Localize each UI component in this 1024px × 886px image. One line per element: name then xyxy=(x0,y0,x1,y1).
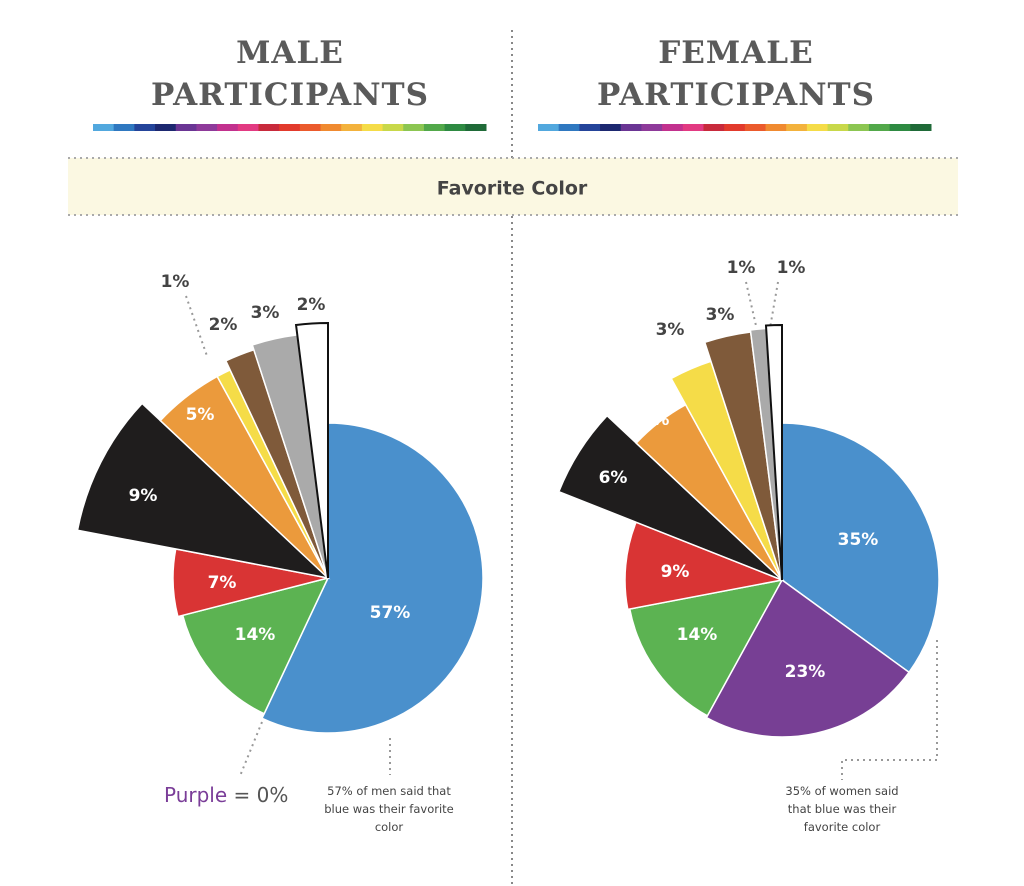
color-strip xyxy=(641,124,663,131)
leader-lines xyxy=(185,281,938,780)
pie-slice xyxy=(294,321,329,579)
pie-slice xyxy=(181,576,330,715)
color-strip xyxy=(889,124,911,131)
color-strip xyxy=(279,124,301,131)
color-strip xyxy=(806,124,829,131)
data-label: 1% xyxy=(727,258,756,278)
data-label: 9% xyxy=(661,562,690,582)
color-strip xyxy=(465,124,487,131)
color-strip xyxy=(237,124,259,131)
color-strip xyxy=(382,124,404,131)
color-strip xyxy=(113,124,135,131)
pie-slice xyxy=(764,323,783,581)
data-label: 5% xyxy=(186,405,215,425)
color-strip xyxy=(217,124,239,131)
color-strip xyxy=(299,124,322,131)
banner-text: Favorite Color xyxy=(437,178,588,200)
color-strip xyxy=(848,124,870,131)
pie-slice xyxy=(557,414,783,581)
color-strip xyxy=(196,124,218,131)
note: 35% of women said that blue was their fa… xyxy=(785,784,899,834)
pie-slice xyxy=(624,521,785,611)
data-label: 1% xyxy=(777,258,806,278)
annotation-label: Purple xyxy=(164,783,228,807)
data-label: 3% xyxy=(706,305,735,325)
color-strip xyxy=(320,124,342,131)
color-strip xyxy=(341,124,363,131)
color-strip xyxy=(724,124,746,131)
data-label: 14% xyxy=(235,625,276,645)
pie-slice xyxy=(781,422,940,674)
annotation: Purple = 0% xyxy=(164,783,288,807)
color-strip xyxy=(403,124,425,131)
color-strip xyxy=(765,124,787,131)
color-strip xyxy=(868,124,891,131)
chart-title: MALE PARTICIPANTS xyxy=(151,35,429,113)
color-strip xyxy=(538,124,560,131)
color-strip xyxy=(175,124,197,131)
data-label: 5% xyxy=(641,410,670,430)
color-strip xyxy=(579,124,601,131)
color-strip xyxy=(258,124,280,131)
color-strip xyxy=(662,124,684,131)
data-label: 3% xyxy=(656,320,685,340)
data-label: 2% xyxy=(209,315,238,335)
data-label: 35% xyxy=(838,530,879,550)
color-strip xyxy=(361,124,384,131)
color-strip xyxy=(682,124,704,131)
color-strip xyxy=(155,124,177,131)
color-strip xyxy=(93,124,115,131)
color-strip xyxy=(786,124,808,131)
chart-title: FEMALE PARTICIPANTS xyxy=(597,35,875,113)
data-label: 57% xyxy=(370,603,411,623)
data-label: 14% xyxy=(677,625,718,645)
color-strip xyxy=(744,124,767,131)
color-strip xyxy=(600,124,622,131)
pie-slice xyxy=(705,578,911,738)
color-strip xyxy=(134,124,156,131)
color-strip xyxy=(620,124,642,131)
color-strip xyxy=(703,124,725,131)
pie-slice xyxy=(76,402,331,580)
color-strip xyxy=(444,124,466,131)
data-label: 6% xyxy=(599,468,628,488)
data-label: 3% xyxy=(251,303,280,323)
pie-slice xyxy=(628,578,784,717)
color-strip xyxy=(558,124,580,131)
data-label: 7% xyxy=(208,573,237,593)
color-strip xyxy=(827,124,849,131)
data-label: 1% xyxy=(161,272,190,292)
pie-slice xyxy=(261,422,484,734)
note: 57% of men said that blue was their favo… xyxy=(324,784,454,834)
data-label: 2% xyxy=(297,295,326,315)
data-label: 23% xyxy=(785,662,826,682)
color-strip xyxy=(910,124,932,131)
annotation-text: = 0% xyxy=(233,783,289,807)
color-strip xyxy=(423,124,446,131)
data-label: 9% xyxy=(129,486,158,506)
banner xyxy=(68,158,958,215)
